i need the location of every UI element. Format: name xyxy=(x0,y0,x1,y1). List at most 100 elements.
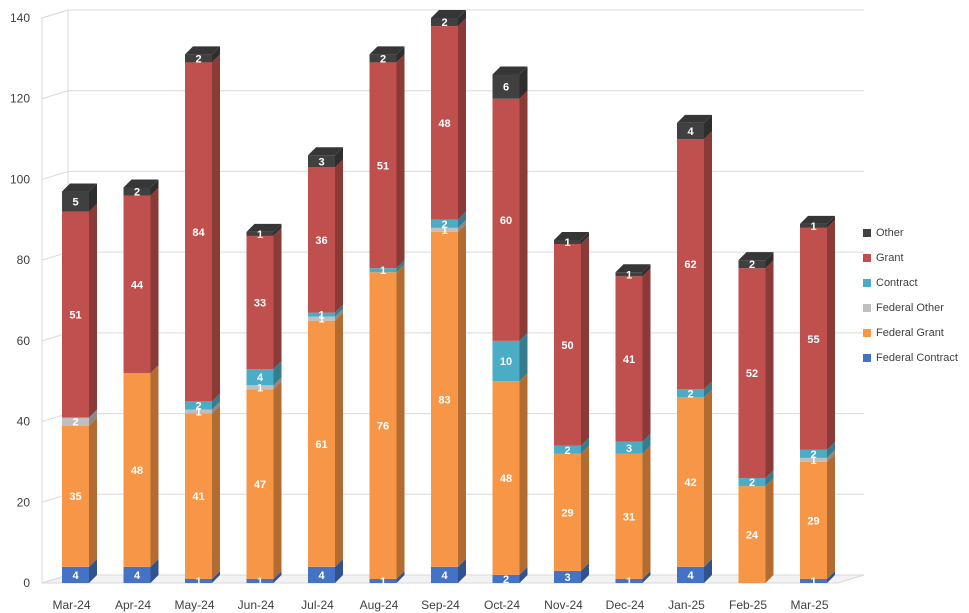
bar-segment xyxy=(308,320,335,567)
y-axis-labels: 0 20 40 60 80 100 120 140 xyxy=(10,11,30,590)
bar-segment-side xyxy=(458,211,466,228)
bar-segment xyxy=(615,453,643,579)
bar-segment-side xyxy=(150,558,159,583)
bar-segment xyxy=(369,268,397,273)
y-tick-label: 100 xyxy=(10,172,30,186)
legend-swatch xyxy=(863,328,871,337)
bar-segment xyxy=(369,54,397,63)
data-label: 2 xyxy=(503,574,509,586)
bar-top xyxy=(185,46,220,55)
legend-swatch xyxy=(863,353,871,362)
data-label: 1 xyxy=(810,455,816,467)
bar-segment-side xyxy=(273,381,282,579)
bar-segment xyxy=(677,566,704,583)
bar-segment xyxy=(492,98,520,341)
data-label: 4 xyxy=(318,570,325,582)
bar-segment xyxy=(800,461,827,579)
data-label: 2 xyxy=(749,259,755,271)
bar-segment-side xyxy=(827,570,835,583)
data-label: 3 xyxy=(626,443,632,455)
data-label: 4 xyxy=(441,570,448,582)
data-label: 1 xyxy=(257,382,263,394)
data-label: 2 xyxy=(195,53,201,65)
data-label: 5 xyxy=(72,197,78,209)
data-label: 1 xyxy=(318,314,324,326)
bar-segment xyxy=(615,441,643,454)
data-label: 4 xyxy=(134,570,141,582)
bar-segment xyxy=(492,574,520,583)
bar-segment-side xyxy=(273,377,282,390)
x-tick-label: Nov-24 xyxy=(544,598,583,612)
bar-stack-Mar-25 xyxy=(800,215,835,583)
bar-segment xyxy=(185,54,212,63)
bar-segment-side xyxy=(827,219,835,450)
bar-segment xyxy=(554,239,581,244)
y-tick-label: 80 xyxy=(17,253,31,267)
bar-segment-side xyxy=(335,147,343,168)
bars xyxy=(62,10,835,583)
data-label: 48 xyxy=(500,473,512,485)
data-label: 1 xyxy=(380,265,386,277)
x-tick-label: Jun-24 xyxy=(238,598,275,612)
bar-segment-side xyxy=(212,401,220,414)
bar-stack-Jan-25 xyxy=(677,114,712,583)
bar-segment-side xyxy=(335,558,343,583)
data-label: 29 xyxy=(561,507,573,519)
bar-segment-side xyxy=(519,566,528,583)
bar-stack-Aug-24 xyxy=(369,46,405,583)
data-label: 52 xyxy=(746,368,758,380)
bar-segment xyxy=(492,340,520,382)
data-label: 48 xyxy=(131,465,143,477)
data-label: 36 xyxy=(315,235,327,247)
bar-segment-side xyxy=(704,558,712,583)
bar-segment xyxy=(431,219,458,228)
legend-label: Grant xyxy=(876,251,904,264)
data-label: 10 xyxy=(500,356,512,368)
data-label: 62 xyxy=(684,259,696,271)
bar-top xyxy=(431,10,466,18)
bar-segment xyxy=(615,276,643,442)
data-label: 1 xyxy=(318,310,324,322)
bar-segment xyxy=(800,578,827,583)
bar-segment-side xyxy=(396,264,405,579)
data-label: 1 xyxy=(257,576,263,588)
data-label: 1 xyxy=(564,237,570,249)
gridline xyxy=(41,170,864,180)
data-label: 29 xyxy=(807,515,819,527)
bar-segment xyxy=(246,235,274,370)
bar-segment xyxy=(369,62,397,269)
data-label: 35 xyxy=(69,491,81,503)
y-tick-label: 120 xyxy=(10,92,30,106)
bar-segment-side xyxy=(150,365,159,567)
data-label: 3 xyxy=(318,156,324,168)
gridline xyxy=(41,9,864,19)
bar-stack-Nov-24 xyxy=(554,231,589,583)
bar-stack-Oct-24 xyxy=(492,66,528,583)
bar-segment-side xyxy=(642,445,651,579)
bar-segment xyxy=(62,211,89,418)
chart-legend: Other Grant Contract Federal Other Federal G… xyxy=(863,220,969,370)
data-label: 4 xyxy=(72,570,79,582)
bar-segment-side xyxy=(212,54,220,402)
bar-segment xyxy=(431,18,458,27)
bar-segment-side xyxy=(458,223,466,567)
bar-segment xyxy=(738,268,766,479)
bar-segment xyxy=(123,373,151,567)
data-label: 84 xyxy=(192,227,205,239)
bar-top xyxy=(800,215,835,224)
bar-segment-side xyxy=(335,159,343,313)
data-label: 2 xyxy=(687,388,693,400)
bar-segment-side xyxy=(212,405,220,579)
bar-segment-side xyxy=(335,304,343,317)
bar-segment xyxy=(246,231,274,236)
data-label: 31 xyxy=(623,511,635,523)
bar-segment xyxy=(308,167,335,313)
bar-segment xyxy=(677,389,704,398)
data-label: 60 xyxy=(500,215,512,227)
legend-item: Contract xyxy=(863,270,969,295)
bar-segment xyxy=(369,272,397,579)
data-label: 4 xyxy=(257,372,264,384)
gridline xyxy=(41,90,864,100)
data-label: 83 xyxy=(438,394,450,406)
